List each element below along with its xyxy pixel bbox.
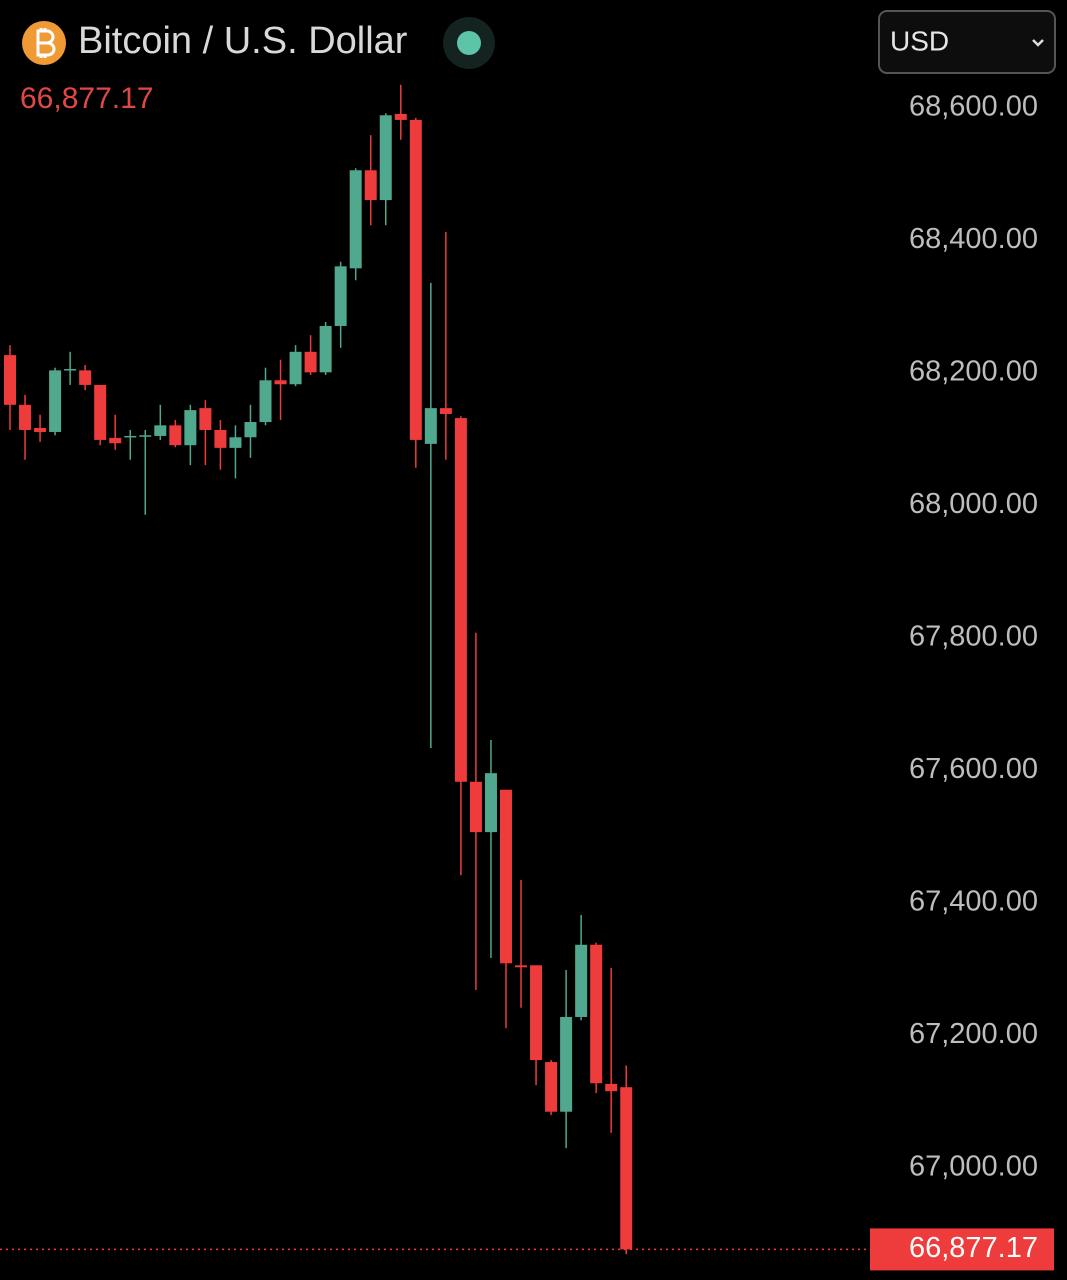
candle-body <box>244 422 257 438</box>
y-tick-label: 67,600.00 <box>909 753 1038 785</box>
last-price-label: 66,877.17 <box>909 1232 1038 1264</box>
candle-body <box>545 1062 558 1112</box>
candle-body <box>424 408 437 444</box>
y-tick-label: 67,000.00 <box>909 1151 1038 1183</box>
price-header: 66,877.17 <box>20 82 153 115</box>
y-tick-label: 68,600.00 <box>909 91 1038 123</box>
candle-body <box>394 113 407 120</box>
symbol-icon <box>22 21 66 65</box>
candle-body <box>154 425 167 436</box>
y-tick-label: 67,400.00 <box>909 886 1038 918</box>
candle-body <box>49 370 62 432</box>
y-tick-label: 68,200.00 <box>909 356 1038 388</box>
candle-body <box>94 384 107 440</box>
candle-body <box>484 773 497 833</box>
candle-body <box>469 781 482 833</box>
candle-body <box>590 944 603 1084</box>
candle-body <box>259 380 272 423</box>
candle-body <box>79 370 92 385</box>
candle-body <box>19 404 32 430</box>
candle-body <box>439 408 452 415</box>
candle-body <box>454 418 467 782</box>
chart-title: Bitcoin / U.S. Dollar <box>78 20 408 62</box>
candle-body <box>169 425 182 446</box>
candle-body <box>605 1083 618 1092</box>
y-tick-label: 67,200.00 <box>909 1018 1038 1050</box>
candle-body <box>334 266 347 326</box>
candle-body <box>229 437 242 448</box>
chevron[interactable] <box>1032 39 1044 47</box>
y-tick-label: 68,400.00 <box>909 223 1038 255</box>
candle-body <box>214 429 227 448</box>
candle-body <box>109 437 122 444</box>
candle-body <box>34 427 47 432</box>
candle-body <box>499 789 512 964</box>
candle-body <box>349 170 362 269</box>
candle-body <box>4 355 16 405</box>
candle-body <box>620 1087 633 1250</box>
candle-body <box>379 115 392 201</box>
currency-select[interactable]: USD <box>878 10 1056 74</box>
y-tick-label: 67,800.00 <box>909 621 1038 653</box>
candle-body <box>64 369 77 371</box>
candle-body <box>364 170 377 201</box>
currency-label[interactable]: USD <box>890 25 949 56</box>
y-tick-label: 68,000.00 <box>909 488 1038 520</box>
candle-body <box>139 435 152 437</box>
candle-body <box>530 965 543 1061</box>
candle-body <box>560 1016 573 1112</box>
candle-body <box>289 351 302 385</box>
candle-body <box>199 408 212 430</box>
candle-body <box>319 325 332 373</box>
candle-body <box>274 380 287 385</box>
candle-body <box>575 944 588 1017</box>
candle-body <box>304 351 317 373</box>
status-dot <box>457 31 481 55</box>
candle-body <box>184 410 197 446</box>
last-price-tag <box>870 1228 1054 1271</box>
candle-body <box>515 965 528 968</box>
candle-body <box>409 119 422 440</box>
currency-box[interactable] <box>878 10 1056 74</box>
candle-body <box>124 435 137 438</box>
